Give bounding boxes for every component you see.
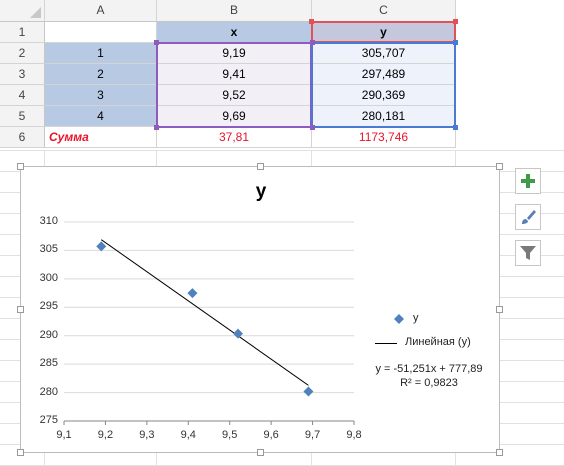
cell-a5[interactable]: 4 <box>45 106 157 127</box>
cell-b2[interactable]: 9,19 <box>157 43 312 64</box>
row-header-1[interactable]: 1 <box>0 22 45 43</box>
column-header-b[interactable]: B <box>157 0 312 22</box>
data-point <box>187 288 198 299</box>
chart-resize-handle[interactable] <box>257 163 264 170</box>
cell-b3[interactable]: 9,41 <box>157 64 312 85</box>
paintbrush-icon <box>522 210 536 224</box>
cell-c2[interactable]: 305,707 <box>312 43 456 64</box>
cell-a2[interactable]: 1 <box>45 43 157 64</box>
y-range-handle[interactable] <box>453 40 458 45</box>
x-range-handle[interactable] <box>154 125 159 130</box>
cell-a4[interactable]: 3 <box>45 85 157 106</box>
x-tick-label: 9,8 <box>346 429 362 441</box>
chart-resize-handle[interactable] <box>496 163 503 170</box>
filter-icon <box>520 246 536 260</box>
scatter-chart[interactable]: y 310 305 300 295 290 285 280 275 9,1 9,2 9,3 9,4 9,… <box>17 163 503 456</box>
row-header-5[interactable]: 5 <box>0 106 45 127</box>
y-tick-label: 305 <box>39 243 58 256</box>
row-header-2[interactable]: 2 <box>0 43 45 64</box>
chart-styles-button[interactable] <box>515 204 541 230</box>
trendline-r-squared[interactable]: R² = 0,9823 <box>400 377 458 389</box>
column-header-c[interactable]: C <box>312 0 456 22</box>
chart-plot <box>63 221 355 425</box>
chart-title[interactable]: y <box>255 181 267 202</box>
chart-resize-handle[interactable] <box>496 449 503 456</box>
chart-filters-button[interactable] <box>515 240 541 266</box>
plus-icon <box>521 174 535 188</box>
column-header-a[interactable]: A <box>45 0 157 22</box>
x-range-handle[interactable] <box>310 40 315 45</box>
x-tick-label: 9,3 <box>139 429 155 441</box>
cell-a3[interactable]: 2 <box>45 64 157 85</box>
cell-c3[interactable]: 297,489 <box>312 64 456 85</box>
y-tick-label: 295 <box>39 300 58 313</box>
data-point <box>303 386 314 397</box>
y-header-handle[interactable] <box>453 19 458 24</box>
cell-b6-sum-x[interactable]: 37,81 <box>157 127 312 148</box>
data-point <box>233 328 243 339</box>
x-tick-label: 9,4 <box>180 429 196 441</box>
x-tick-label: 9,6 <box>263 429 279 441</box>
x-tick-label: 9,1 <box>56 429 72 441</box>
y-header-handle[interactable] <box>309 19 314 24</box>
cell-b1-header-x[interactable]: x <box>157 22 312 43</box>
trendline-equation[interactable]: y = -51,251x + 777,89 <box>375 363 483 375</box>
cell-c4[interactable]: 290,369 <box>312 85 456 106</box>
chart-resize-handle[interactable] <box>17 449 24 456</box>
trendline <box>100 239 309 386</box>
cell-c1-header-y[interactable]: y <box>312 22 456 43</box>
x-range-handle[interactable] <box>154 40 159 45</box>
row-header-3[interactable]: 3 <box>0 64 45 85</box>
data-point <box>96 241 107 252</box>
select-all-corner[interactable] <box>0 0 45 22</box>
x-tick-label: 9,2 <box>97 429 114 441</box>
y-tick-label: 310 <box>39 215 58 227</box>
legend-trendline-icon <box>375 343 397 344</box>
cell-a6-sum-label[interactable]: Сумма <box>45 127 157 148</box>
cell-a1[interactable] <box>45 22 157 43</box>
x-tick-label: 9,5 <box>222 429 238 441</box>
y-tick-label: 275 <box>39 414 58 426</box>
legend-series-label[interactable]: y <box>413 312 419 324</box>
y-tick-label: 280 <box>39 385 58 398</box>
legend-trendline-label[interactable]: Линейная (y) <box>405 336 471 348</box>
y-tick-label: 290 <box>39 328 58 341</box>
row-header-6[interactable]: 6 <box>0 127 45 148</box>
cell-b5[interactable]: 9,69 <box>157 106 312 127</box>
y-tick-label: 300 <box>39 271 58 284</box>
y-tick-label: 285 <box>39 357 58 370</box>
x-tick-label: 9,7 <box>304 429 321 441</box>
y-range-handle[interactable] <box>453 125 458 130</box>
legend-marker-icon <box>394 314 404 324</box>
chart-resize-handle[interactable] <box>17 163 24 170</box>
cell-c6-sum-y[interactable]: 1173,746 <box>312 127 456 148</box>
chart-resize-handle[interactable] <box>257 449 264 456</box>
cell-b4[interactable]: 9,52 <box>157 85 312 106</box>
chart-resize-handle[interactable] <box>17 306 24 313</box>
chart-elements-button[interactable] <box>515 168 541 194</box>
chart-resize-handle[interactable] <box>496 306 503 313</box>
cell-c5[interactable]: 280,181 <box>312 106 456 127</box>
row-header-4[interactable]: 4 <box>0 85 45 106</box>
x-range-handle[interactable] <box>310 125 315 130</box>
